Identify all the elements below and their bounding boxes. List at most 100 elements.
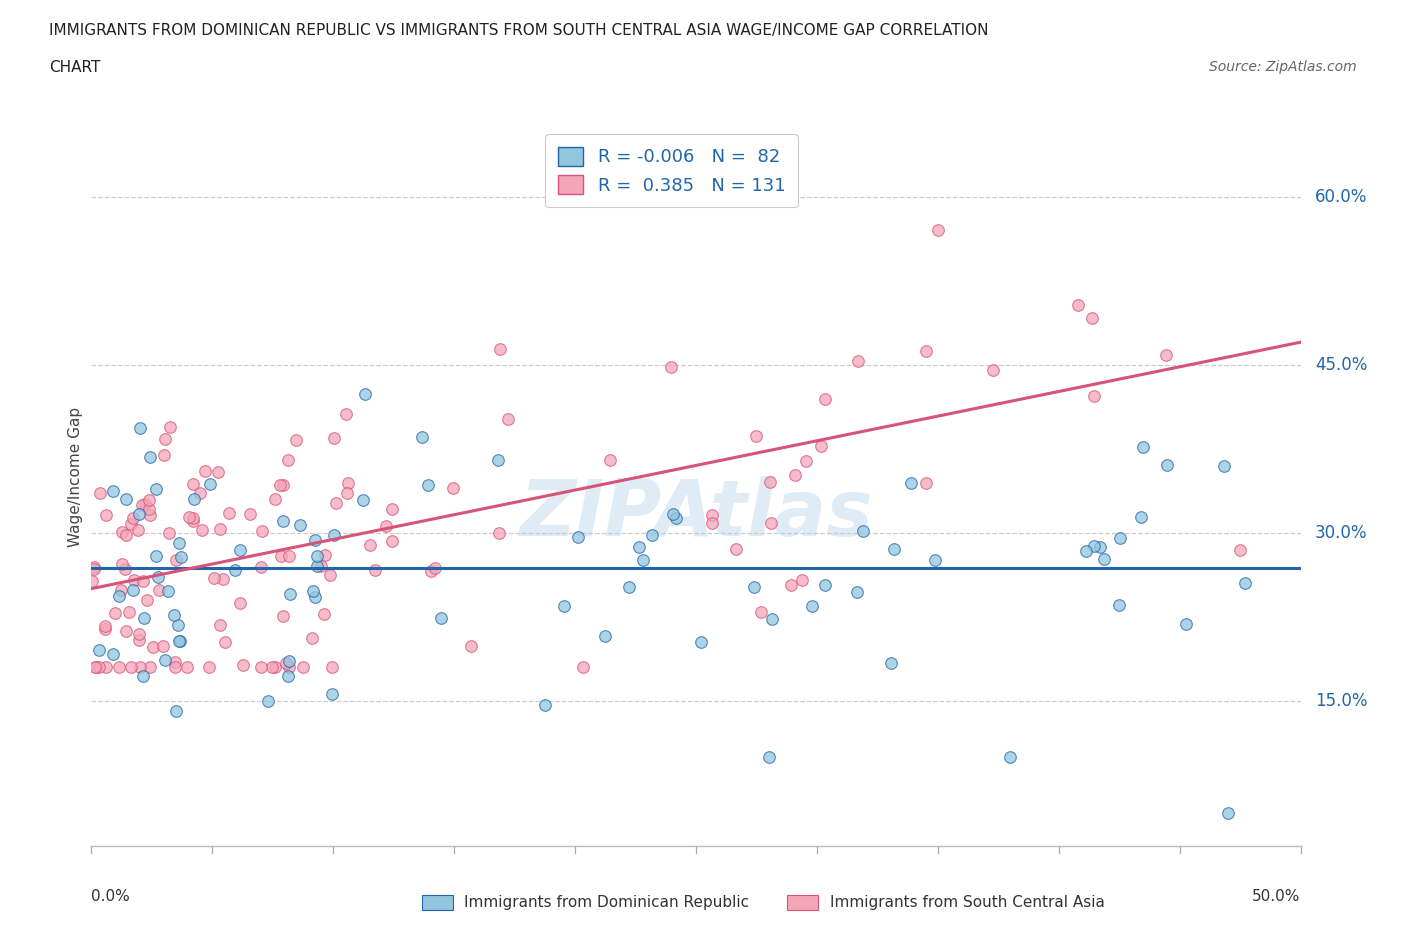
Point xyxy=(486,453,509,468)
Point xyxy=(761,612,783,627)
Point xyxy=(619,579,641,594)
Point xyxy=(167,618,190,632)
Point xyxy=(194,463,217,478)
Point xyxy=(139,507,162,522)
Point xyxy=(285,432,308,447)
Point xyxy=(301,631,323,645)
Point xyxy=(211,571,233,586)
Point xyxy=(489,342,512,357)
Point xyxy=(118,604,141,619)
Point xyxy=(915,344,938,359)
Point xyxy=(304,590,326,604)
Point xyxy=(273,608,295,623)
Point xyxy=(277,669,299,684)
Point xyxy=(288,518,311,533)
Point xyxy=(139,659,162,674)
Point xyxy=(700,515,723,530)
Point xyxy=(138,493,160,508)
Point xyxy=(305,549,328,564)
Point xyxy=(155,653,177,668)
Point xyxy=(108,659,131,674)
Point xyxy=(157,525,180,540)
Text: 15.0%: 15.0% xyxy=(1315,692,1368,710)
Point xyxy=(93,622,115,637)
Point xyxy=(120,516,142,531)
Point xyxy=(429,610,451,625)
Point xyxy=(181,513,204,528)
Point xyxy=(814,392,837,406)
Text: 45.0%: 45.0% xyxy=(1315,355,1368,374)
Point xyxy=(364,562,387,577)
Point xyxy=(662,507,685,522)
Point xyxy=(354,386,377,401)
Point xyxy=(745,429,768,444)
Point xyxy=(111,557,134,572)
Point xyxy=(167,634,190,649)
Point xyxy=(810,438,832,453)
Point xyxy=(181,512,204,526)
Point xyxy=(321,686,343,701)
Point xyxy=(460,639,482,654)
Point xyxy=(322,527,344,542)
Point xyxy=(128,659,150,674)
Point xyxy=(96,508,118,523)
Point xyxy=(381,534,404,549)
Point xyxy=(165,704,187,719)
Point xyxy=(274,656,297,671)
Point xyxy=(239,507,262,522)
Point xyxy=(336,485,359,500)
Point xyxy=(181,476,204,491)
Text: ZIPAtlas: ZIPAtlas xyxy=(519,475,873,551)
Point xyxy=(1234,576,1257,591)
Point xyxy=(165,552,187,567)
Point xyxy=(148,582,170,597)
Point xyxy=(1175,617,1198,631)
Point xyxy=(846,353,869,368)
Point xyxy=(631,553,654,568)
Point xyxy=(1108,598,1130,613)
Point xyxy=(179,510,201,525)
Point xyxy=(309,558,332,573)
Point xyxy=(218,506,240,521)
Point xyxy=(411,430,433,445)
Point xyxy=(1109,530,1132,545)
Point xyxy=(880,656,903,671)
Point xyxy=(169,550,191,565)
Point xyxy=(83,562,105,577)
Point xyxy=(572,659,595,674)
Point xyxy=(163,607,186,622)
Point xyxy=(122,582,145,597)
Point xyxy=(152,447,174,462)
Point xyxy=(352,493,374,508)
Point xyxy=(145,549,167,564)
Point xyxy=(122,573,145,588)
Point xyxy=(256,694,278,709)
Point xyxy=(111,525,134,539)
Point xyxy=(852,524,875,538)
Point xyxy=(420,564,443,578)
Legend: R = -0.006   N =  82, R =  0.385   N = 131: R = -0.006 N = 82, R = 0.385 N = 131 xyxy=(546,135,799,207)
Point xyxy=(742,579,765,594)
Point xyxy=(1213,459,1236,474)
Point xyxy=(278,549,301,564)
Point xyxy=(138,501,160,516)
Point xyxy=(314,606,336,621)
Point xyxy=(101,646,124,661)
Point xyxy=(249,560,271,575)
Point xyxy=(84,659,107,674)
Point xyxy=(1132,440,1154,455)
Point xyxy=(114,624,136,639)
Text: 60.0%: 60.0% xyxy=(1315,188,1368,206)
Y-axis label: Wage/Income Gap: Wage/Income Gap xyxy=(67,406,83,547)
Point xyxy=(208,618,231,632)
Point xyxy=(191,523,214,538)
Point xyxy=(381,502,404,517)
Text: 0.0%: 0.0% xyxy=(91,889,131,904)
Point xyxy=(690,635,713,650)
Point xyxy=(183,492,205,507)
Point xyxy=(534,698,557,712)
Point xyxy=(128,507,150,522)
Point xyxy=(127,523,149,538)
Point xyxy=(700,507,723,522)
Point xyxy=(94,618,117,633)
